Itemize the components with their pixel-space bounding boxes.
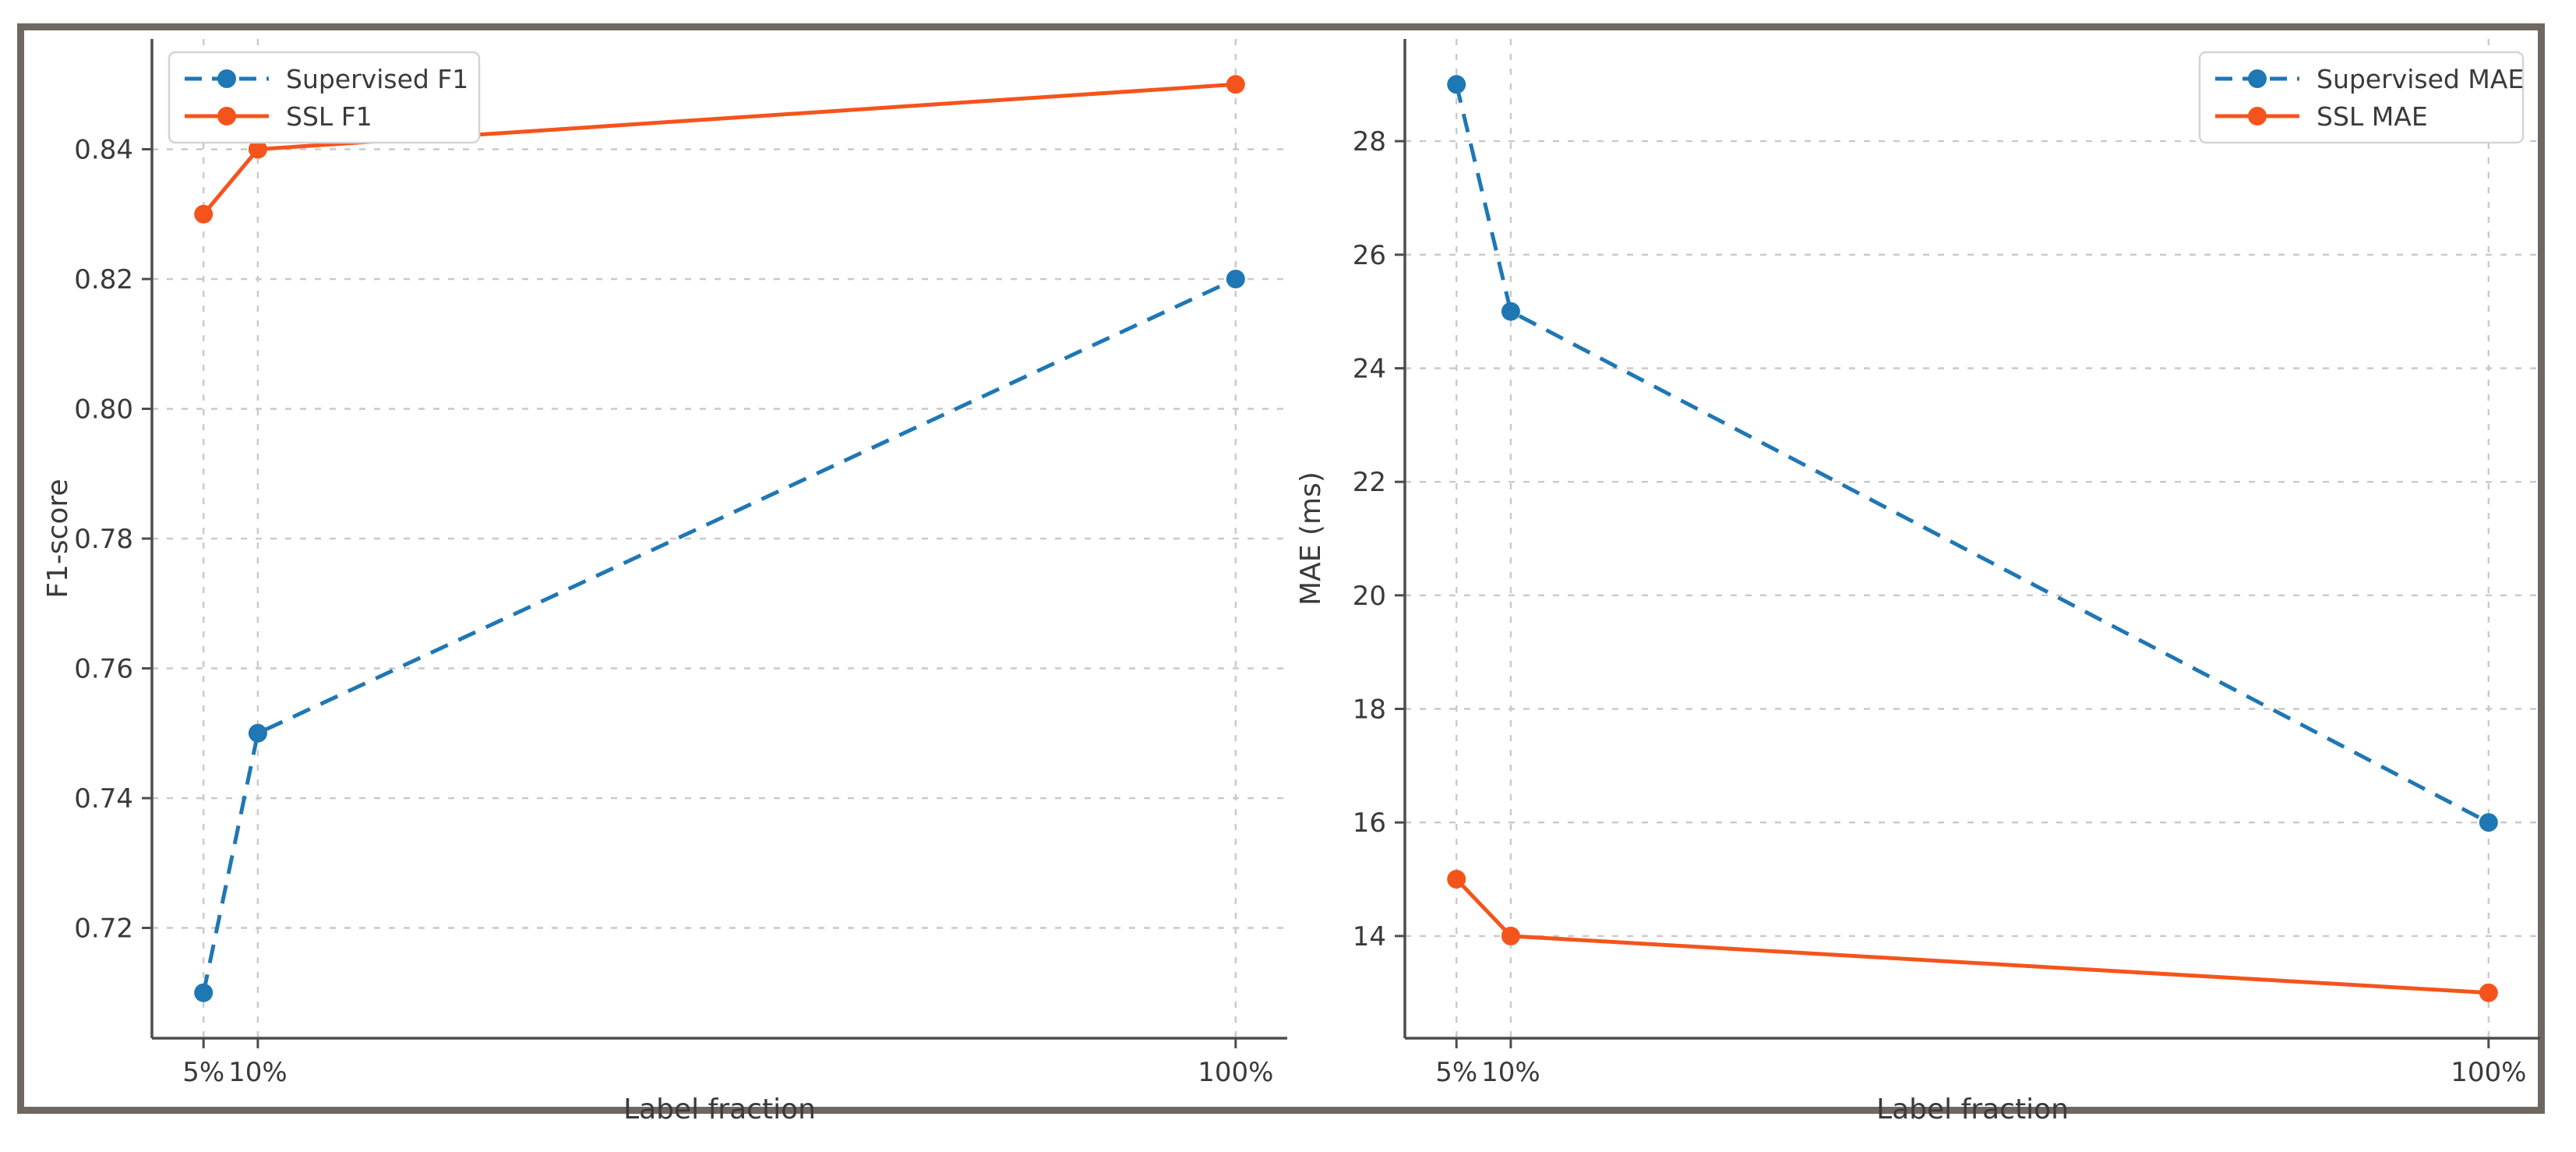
mae-chart: 14 16 18 20 22 24 26 28 5% 10% 100% Label fraction M… bbox=[1295, 39, 2540, 1125]
axes bbox=[1395, 39, 2540, 1048]
y-tick-label: 0.74 bbox=[74, 783, 133, 815]
y-axis-label: MAE (ms) bbox=[1295, 472, 1327, 606]
x-tick-label: 10% bbox=[228, 1057, 288, 1088]
figure-frame bbox=[17, 23, 2545, 1114]
legend-label: Supervised F1 bbox=[286, 64, 468, 94]
tick-labels: 0.72 0.74 0.76 0.78 0.80 0.82 0.84 5% 10% 100% bbox=[74, 135, 1273, 1089]
x-tick-label: 10% bbox=[1481, 1057, 1540, 1088]
y-tick-label: 0.78 bbox=[74, 524, 133, 555]
y-tick-label: 28 bbox=[1353, 126, 1386, 157]
grid bbox=[1405, 39, 2540, 1038]
legend-item: Supervised MAE bbox=[2215, 64, 2524, 94]
x-tick-label: 100% bbox=[1198, 1057, 1273, 1088]
legend: Supervised MAE SSL MAE bbox=[2198, 51, 2525, 144]
y-tick-label: 16 bbox=[1353, 807, 1386, 839]
legend-item: SSL F1 bbox=[185, 101, 372, 132]
legend: Supervised F1 SSL F1 bbox=[168, 51, 481, 144]
data-point bbox=[1226, 270, 1245, 288]
data-point bbox=[1447, 75, 1466, 94]
legend-label: SSL MAE bbox=[2317, 101, 2428, 132]
data-point bbox=[248, 723, 267, 743]
legend-marker bbox=[2248, 69, 2267, 88]
data-point bbox=[1501, 926, 1520, 945]
data-point bbox=[2479, 983, 2498, 1002]
data-point bbox=[1447, 870, 1466, 889]
legend-marker bbox=[217, 107, 236, 125]
y-tick-label: 0.82 bbox=[74, 264, 133, 295]
data-point bbox=[248, 140, 267, 159]
axes bbox=[142, 39, 1287, 1048]
series-supervised-f1 bbox=[194, 270, 1245, 1002]
data-point bbox=[2479, 813, 2498, 832]
legend-marker bbox=[217, 69, 236, 88]
legend-label: Supervised MAE bbox=[2317, 64, 2524, 94]
series-ssl-mae bbox=[1447, 870, 2498, 1002]
legend-label: SSL F1 bbox=[286, 101, 372, 132]
y-tick-label: 18 bbox=[1353, 694, 1386, 726]
legend-marker bbox=[2248, 107, 2267, 125]
legend-item: Supervised F1 bbox=[185, 64, 468, 94]
f1-score-chart: 0.72 0.74 0.76 0.78 0.80 0.82 0.84 5% 10% 100% Lab… bbox=[42, 39, 1287, 1125]
x-tick-label: 5% bbox=[182, 1057, 224, 1088]
data-point bbox=[1226, 75, 1245, 94]
y-tick-label: 0.80 bbox=[74, 394, 133, 426]
y-tick-label: 22 bbox=[1353, 467, 1386, 498]
x-tick-label: 100% bbox=[2451, 1057, 2526, 1088]
y-tick-label: 0.84 bbox=[74, 135, 133, 166]
series-supervised-mae bbox=[1447, 75, 2498, 832]
grid bbox=[152, 39, 1287, 1038]
y-tick-label: 14 bbox=[1353, 921, 1386, 952]
y-axis-label: F1-score bbox=[42, 479, 74, 598]
tick-labels: 14 16 18 20 22 24 26 28 5% 10% 100% bbox=[1353, 126, 2527, 1088]
data-point bbox=[194, 983, 213, 1002]
y-tick-label: 20 bbox=[1353, 581, 1386, 612]
y-tick-label: 26 bbox=[1353, 240, 1386, 271]
series-ssl-f1 bbox=[194, 75, 1245, 224]
y-tick-label: 24 bbox=[1353, 354, 1386, 385]
data-point bbox=[194, 204, 213, 224]
x-tick-label: 5% bbox=[1435, 1057, 1477, 1088]
y-tick-label: 0.72 bbox=[74, 913, 133, 945]
legend-item: SSL MAE bbox=[2215, 101, 2428, 132]
x-axis-label: Label fraction bbox=[623, 1094, 816, 1125]
x-axis-label: Label fraction bbox=[1876, 1094, 2069, 1125]
y-tick-label: 0.76 bbox=[74, 654, 133, 685]
data-point bbox=[1501, 302, 1520, 321]
